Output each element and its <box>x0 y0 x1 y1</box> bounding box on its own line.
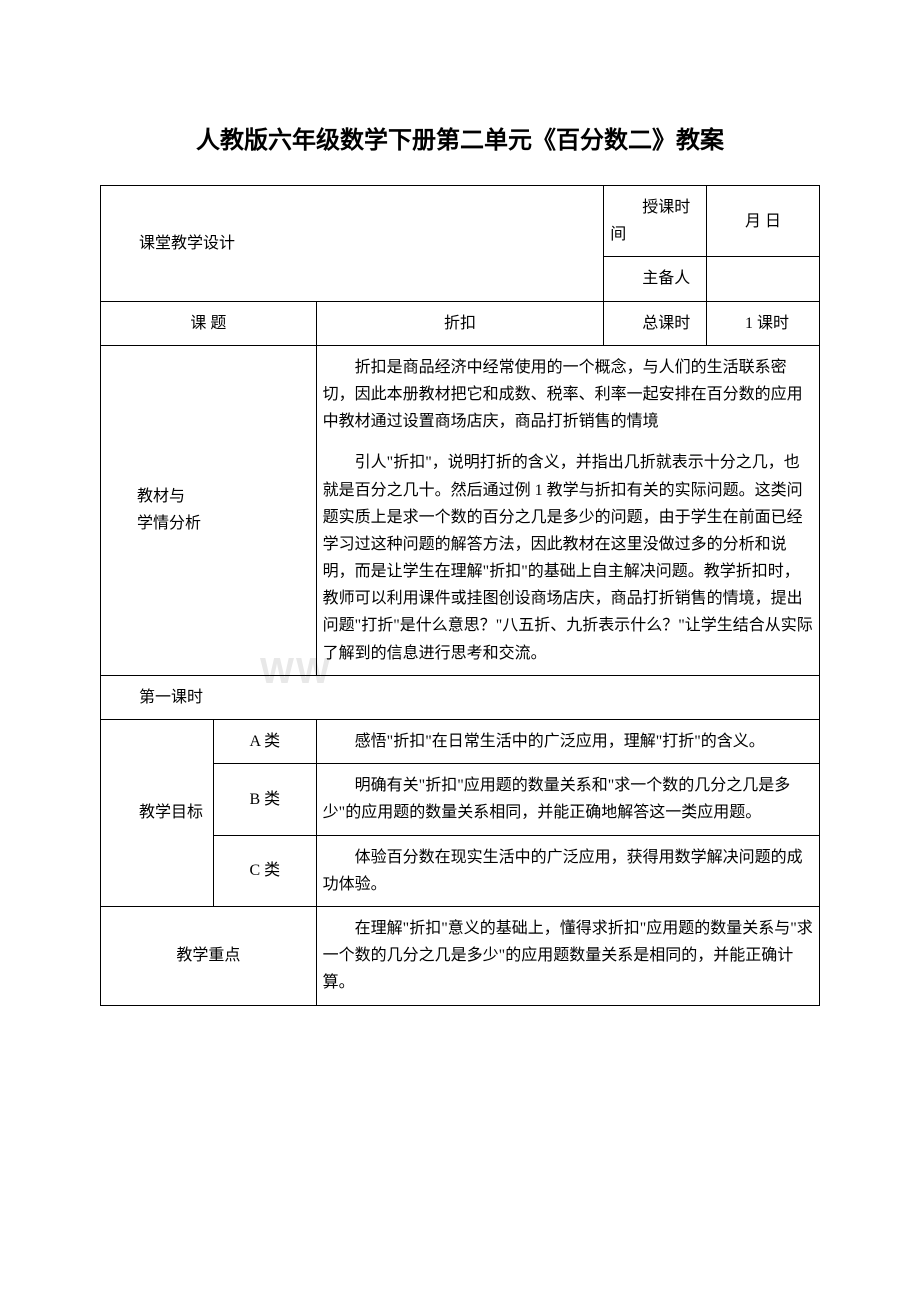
c-class-label: C 类 <box>213 835 316 906</box>
teaching-objective-label: 教学目标 <box>101 720 214 907</box>
topic-label: 课 题 <box>101 301 317 345</box>
material-analysis-content: 折扣是商品经济中经常使用的一个概念，与人们的生活联系密切，因此本册教材把它和成数… <box>316 345 819 675</box>
table-row: 课 题 折扣 总课时 1 课时 <box>101 301 820 345</box>
classroom-design-label: 课堂教学设计 <box>101 186 604 302</box>
table-row: 教学目标 A 类 感悟"折扣"在日常生活中的广泛应用，理解"打折"的含义。 <box>101 720 820 764</box>
c-class-content: 体验百分数在现实生活中的广泛应用，获得用数学解决问题的成功体验。 <box>316 835 819 906</box>
document-title: 人教版六年级数学下册第二单元《百分数二》教案 <box>100 120 820 155</box>
table-row: 课堂教学设计 授课时间 月 日 <box>101 186 820 257</box>
lesson-plan-table: 课堂教学设计 授课时间 月 日 主备人 课 题 折扣 总课时 1 课时 教材与 … <box>100 185 820 1006</box>
topic-value: 折扣 <box>316 301 604 345</box>
preparer-value <box>706 257 819 301</box>
table-row: 第一课时 <box>101 675 820 719</box>
class-time-value: 月 日 <box>706 186 819 257</box>
b-class-content: 明确有关"折扣"应用题的数量关系和"求一个数的几分之几是多少"的应用题的数量关系… <box>316 764 819 835</box>
teaching-focus-label: 教学重点 <box>101 906 317 1005</box>
total-hours-value: 1 课时 <box>706 301 819 345</box>
table-row: 教学重点 在理解"折扣"意义的基础上，懂得求折扣"应用题的数量关系与"求一个数的… <box>101 906 820 1005</box>
first-lesson-label: 第一课时 <box>101 675 820 719</box>
a-class-label: A 类 <box>213 720 316 764</box>
a-class-content: 感悟"折扣"在日常生活中的广泛应用，理解"打折"的含义。 <box>316 720 819 764</box>
material-analysis-label: 教材与 学情分析 <box>101 345 317 675</box>
teaching-focus-content: 在理解"折扣"意义的基础上，懂得求折扣"应用题的数量关系与"求一个数的几分之几是… <box>316 906 819 1005</box>
preparer-label: 主备人 <box>604 257 707 301</box>
table-row: 教材与 学情分析 折扣是商品经济中经常使用的一个概念，与人们的生活联系密切，因此… <box>101 345 820 675</box>
b-class-label: B 类 <box>213 764 316 835</box>
class-time-label: 授课时间 <box>604 186 707 257</box>
total-hours-label: 总课时 <box>604 301 707 345</box>
